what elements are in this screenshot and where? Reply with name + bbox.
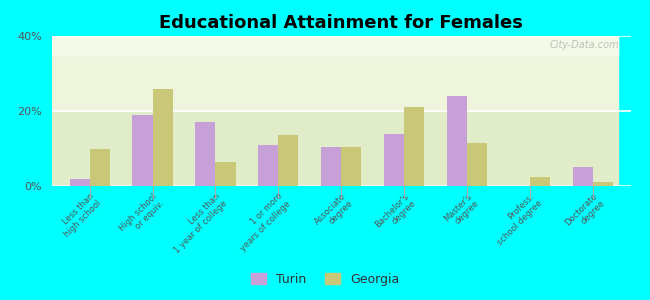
Text: Master's
degree: Master's degree <box>442 192 481 230</box>
Text: Less than
1 year of college: Less than 1 year of college <box>166 192 229 255</box>
Bar <box>52 111 618 186</box>
Text: City-Data.com: City-Data.com <box>549 40 619 50</box>
Bar <box>321 147 341 186</box>
Text: Profess.
school degree: Profess. school degree <box>488 192 543 247</box>
Bar <box>153 88 173 186</box>
Bar <box>447 96 467 186</box>
Bar <box>467 143 487 186</box>
Bar <box>196 122 216 186</box>
Text: Associate
degree: Associate degree <box>313 192 355 234</box>
Bar <box>52 36 618 111</box>
Title: Educational Attainment for Females: Educational Attainment for Females <box>159 14 523 32</box>
Bar <box>530 177 550 186</box>
Text: Bachelor's
degree: Bachelor's degree <box>373 192 418 236</box>
Legend: Turin, Georgia: Turin, Georgia <box>246 268 404 291</box>
Bar <box>573 167 593 186</box>
Text: Doctorate
degree: Doctorate degree <box>564 192 606 235</box>
Bar <box>384 134 404 186</box>
Bar <box>90 148 110 186</box>
Bar <box>133 115 153 186</box>
Text: 1 or more
years of college: 1 or more years of college <box>231 192 292 253</box>
Bar <box>278 135 298 186</box>
Bar <box>593 182 613 186</box>
Bar <box>70 178 90 186</box>
Bar <box>258 145 278 186</box>
Bar <box>404 107 424 186</box>
Bar <box>216 162 235 186</box>
Text: Less than
high school: Less than high school <box>56 192 103 239</box>
Text: High school
or equiv.: High school or equiv. <box>118 192 166 240</box>
Bar <box>341 147 361 186</box>
Bar <box>52 36 618 55</box>
